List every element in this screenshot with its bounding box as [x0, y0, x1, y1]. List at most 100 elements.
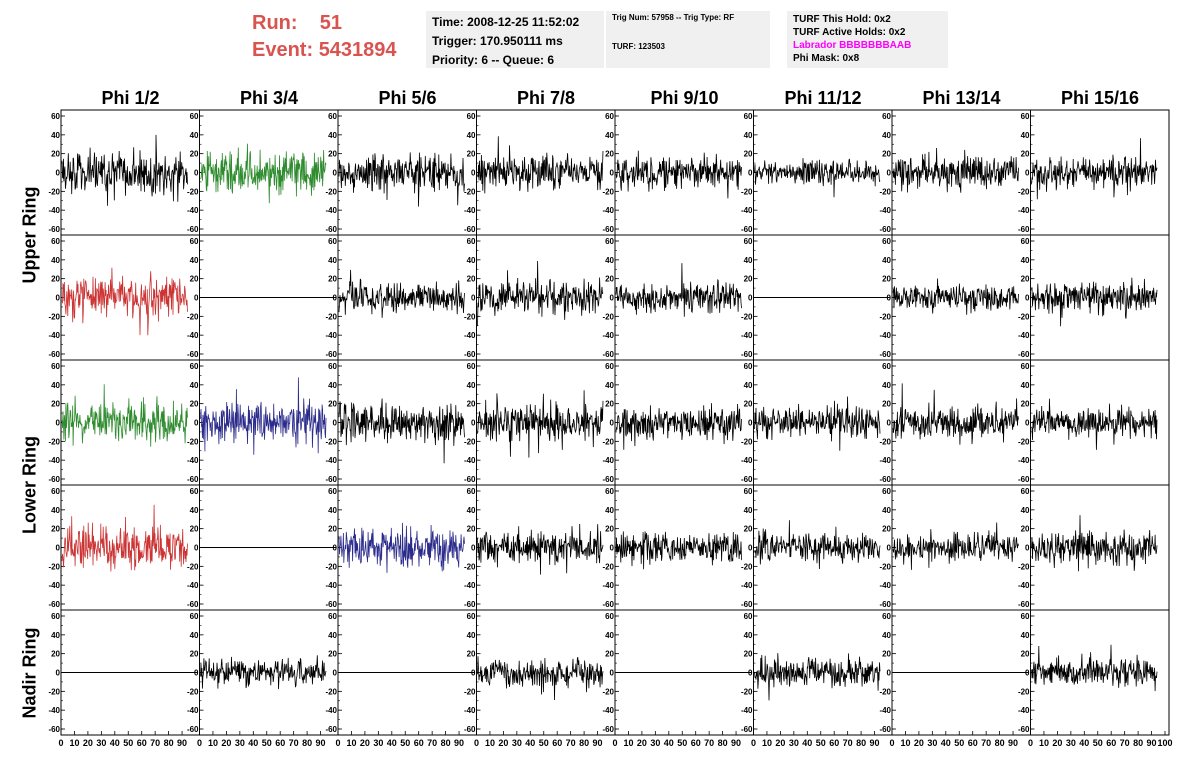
y-tick-label: -20	[741, 187, 753, 196]
waveform-panel: 60 40 20 0 -20 -40 -60	[1018, 109, 1170, 236]
y-tick-label: 20	[467, 400, 476, 409]
waveform-panel: 60 40 20 0 -20 -40 -60	[602, 234, 754, 361]
y-tick-label: 60	[882, 362, 891, 371]
run-label: Run:	[252, 12, 298, 34]
waveform-panel: 60 40 20 0 -20 -40 -60	[602, 609, 754, 736]
y-tick-label: 0	[194, 169, 199, 178]
waveform-trace	[477, 523, 604, 575]
waveform-panel: 60 40 20 0 -20 -40 -60	[187, 359, 339, 486]
y-tick-label: 40	[605, 131, 614, 140]
y-tick-label: -20	[741, 687, 753, 696]
y-tick-label: -20	[48, 687, 60, 696]
y-tick-label: 0	[471, 544, 476, 553]
y-tick-label: 20	[1021, 650, 1030, 659]
x-tick-label: 90	[731, 738, 741, 748]
x-tick-label: 90	[1008, 738, 1018, 748]
y-tick-label: 40	[882, 381, 891, 390]
waveform-panel: 60 40 20 0 -20 -40 -60	[48, 359, 200, 486]
y-tick-label: 0	[748, 294, 753, 303]
x-tick-label: 20	[83, 738, 93, 748]
y-tick-label: -20	[741, 312, 753, 321]
y-tick-label: -60	[602, 725, 614, 734]
column-header: Phi 13/14	[922, 88, 1001, 108]
x-tick-label: 10	[485, 738, 495, 748]
y-tick-label: 60	[605, 112, 614, 121]
y-tick-label: -60	[741, 600, 753, 609]
waveform-panel: 60 40 20 0 -20 -40 -60	[325, 234, 477, 361]
x-tick-label: 0	[474, 738, 479, 748]
waveform-panel: 60 40 20 0 -20 -40 -60	[325, 359, 477, 486]
waveform-panel: 60 40 20 0 -20 -40 -60	[464, 484, 616, 611]
trigger-info-box: Trig Num: 57958 -- Trig Type: RF TURF: 1…	[606, 11, 770, 68]
y-tick-label: -20	[879, 437, 891, 446]
x-tick-label: 50	[677, 738, 687, 748]
y-tick-label: -20	[464, 687, 476, 696]
y-tick-label: -60	[879, 475, 891, 484]
waveform-trace	[754, 653, 881, 701]
y-tick-label: 20	[605, 525, 614, 534]
y-tick-label: 20	[51, 525, 60, 534]
waveform-trace	[1031, 277, 1158, 327]
y-tick-label: -40	[464, 206, 476, 215]
y-tick-label: 40	[51, 506, 60, 515]
x-tick-label: 0	[197, 738, 202, 748]
x-tick-label: 20	[1052, 738, 1062, 748]
y-tick-label: -40	[464, 456, 476, 465]
waveform-trace	[338, 152, 465, 207]
x-tick-label: 40	[525, 738, 535, 748]
x-tick-label: 80	[718, 738, 728, 748]
y-tick-label: 20	[1021, 525, 1030, 534]
y-tick-label: -40	[602, 581, 614, 590]
y-tick-label: 0	[56, 669, 61, 678]
y-tick-label: 20	[744, 150, 753, 159]
x-tick-label: 30	[96, 738, 106, 748]
waveform-trace	[200, 655, 327, 690]
y-tick-label: 20	[51, 400, 60, 409]
waveform-trace	[200, 143, 327, 204]
y-tick-label: -20	[1018, 562, 1030, 571]
y-tick-label: -20	[602, 187, 614, 196]
waveform-panel: 60 40 20 0 -20 -40 -60	[187, 484, 339, 611]
waveform-panel: 60 40 20 0 -20 -40 -60	[741, 234, 893, 361]
y-tick-label: -20	[602, 562, 614, 571]
y-tick-label: 40	[605, 631, 614, 640]
y-tick-label: -60	[602, 225, 614, 234]
x-tick-label: 10	[69, 738, 79, 748]
y-tick-label: 60	[51, 487, 60, 496]
y-tick-label: 60	[605, 237, 614, 246]
y-tick-label: 0	[56, 294, 61, 303]
waveform-trace	[477, 390, 604, 458]
y-tick-label: -60	[879, 350, 891, 359]
y-tick-label: -60	[741, 350, 753, 359]
waveform-panel: 60 40 20 0 -20 -40 -60	[879, 109, 1031, 236]
x-tick-label: 30	[512, 738, 522, 748]
y-tick-label: -40	[741, 581, 753, 590]
y-tick-label: -60	[879, 225, 891, 234]
y-tick-label: -40	[464, 581, 476, 590]
y-tick-label: 0	[56, 419, 61, 428]
waveform-panel: 60 40 20 0 -20 -40 -60	[325, 609, 477, 736]
x-tick-label: 80	[441, 738, 451, 748]
waveform-trace	[61, 134, 188, 206]
x-tick-label: 60	[1106, 738, 1116, 748]
y-tick-label: 0	[194, 544, 199, 553]
y-tick-label: -40	[48, 206, 60, 215]
y-tick-label: 60	[190, 487, 199, 496]
y-tick-label: 40	[1021, 381, 1030, 390]
waveform-panel: 60 40 20 0 -20 -40 -60	[741, 609, 893, 736]
y-tick-label: -40	[325, 581, 337, 590]
y-tick-label: 40	[190, 631, 199, 640]
waveform-trace	[200, 377, 327, 455]
y-tick-label: 60	[882, 237, 891, 246]
timing-info-box: Time: 2008-12-25 11:52:02 Trigger: 170.9…	[426, 11, 604, 68]
y-tick-label: -20	[48, 437, 60, 446]
y-tick-label: -60	[325, 725, 337, 734]
y-tick-label: -20	[48, 562, 60, 571]
x-tick-label: 30	[235, 738, 245, 748]
x-tick-label: 10	[900, 738, 910, 748]
x-tick-label: 50	[400, 738, 410, 748]
x-tick-label: 70	[981, 738, 991, 748]
y-tick-label: 0	[194, 294, 199, 303]
y-tick-label: 60	[328, 612, 337, 621]
y-tick-label: 60	[744, 487, 753, 496]
